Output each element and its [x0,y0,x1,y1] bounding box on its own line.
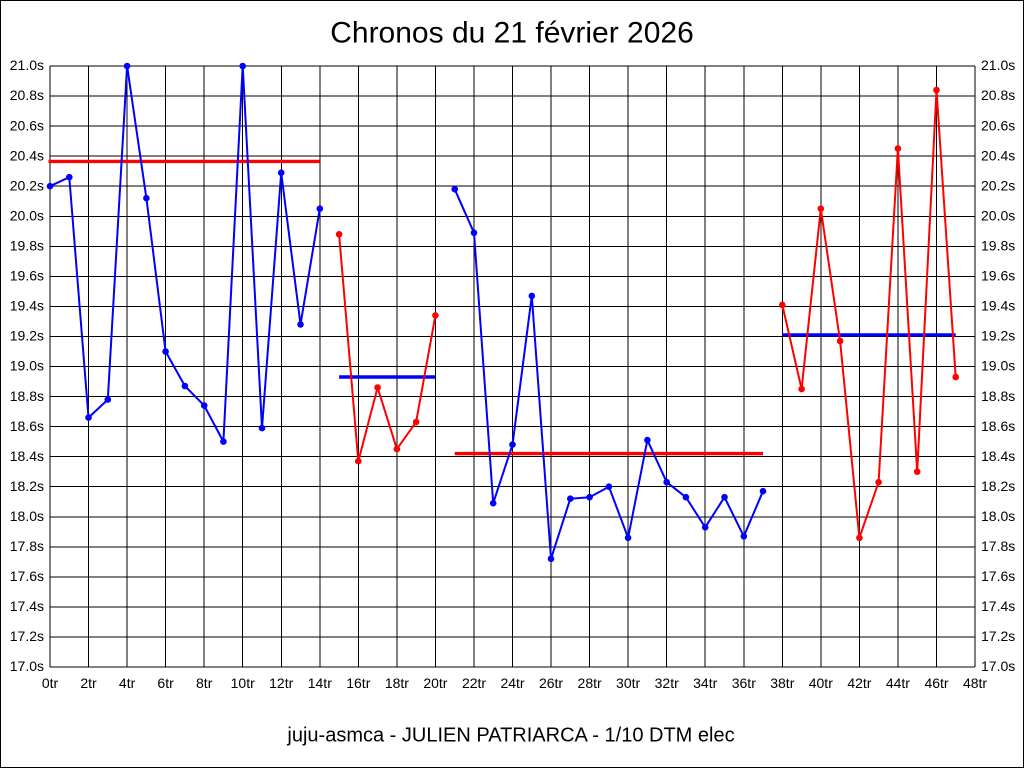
svg-text:36tr: 36tr [732,675,756,691]
svg-text:22tr: 22tr [462,675,486,691]
svg-text:20.2s: 20.2s [981,177,1015,193]
svg-text:34tr: 34tr [693,675,717,691]
svg-text:19.4s: 19.4s [10,298,44,314]
svg-text:20.6s: 20.6s [981,117,1015,133]
svg-text:32tr: 32tr [655,675,679,691]
svg-text:18.0s: 18.0s [10,508,44,524]
svg-text:18tr: 18tr [385,675,409,691]
svg-text:19.6s: 19.6s [10,268,44,284]
svg-text:40tr: 40tr [809,675,833,691]
svg-text:17.0s: 17.0s [10,658,44,674]
svg-text:30tr: 30tr [616,675,640,691]
svg-text:16tr: 16tr [346,675,370,691]
svg-text:19.8s: 19.8s [10,238,44,254]
svg-text:18.2s: 18.2s [10,478,44,494]
svg-text:17.8s: 17.8s [981,538,1015,554]
svg-text:48tr: 48tr [963,675,987,691]
svg-text:17.8s: 17.8s [10,538,44,554]
svg-text:20.8s: 20.8s [10,87,44,103]
svg-text:6tr: 6tr [157,675,174,691]
svg-text:18.0s: 18.0s [981,508,1015,524]
svg-text:8tr: 8tr [196,675,213,691]
svg-text:21.0s: 21.0s [981,57,1015,73]
svg-text:17.4s: 17.4s [981,598,1015,614]
svg-text:42tr: 42tr [847,675,871,691]
svg-text:18.8s: 18.8s [10,388,44,404]
svg-text:14tr: 14tr [308,675,332,691]
svg-text:2tr: 2tr [80,675,97,691]
svg-text:17.4s: 17.4s [10,598,44,614]
svg-text:20.0s: 20.0s [10,208,44,224]
svg-text:28tr: 28tr [578,675,602,691]
svg-text:19.8s: 19.8s [981,238,1015,254]
svg-text:17.2s: 17.2s [10,628,44,644]
svg-text:18.4s: 18.4s [10,448,44,464]
svg-text:19.6s: 19.6s [981,268,1015,284]
svg-text:20.2s: 20.2s [10,177,44,193]
svg-text:0tr: 0tr [42,675,59,691]
svg-text:20.6s: 20.6s [10,117,44,133]
svg-text:19.0s: 19.0s [10,358,44,374]
svg-text:20tr: 20tr [423,675,447,691]
svg-text:17.6s: 17.6s [981,568,1015,584]
svg-text:19.4s: 19.4s [981,298,1015,314]
svg-text:26tr: 26tr [539,675,563,691]
svg-text:4tr: 4tr [119,675,136,691]
svg-text:18.8s: 18.8s [981,388,1015,404]
svg-text:21.0s: 21.0s [10,57,44,73]
svg-text:20.4s: 20.4s [10,147,44,163]
svg-text:20.4s: 20.4s [981,147,1015,163]
svg-text:19.0s: 19.0s [981,358,1015,374]
svg-text:46tr: 46tr [924,675,948,691]
svg-text:24tr: 24tr [500,675,524,691]
svg-text:20.8s: 20.8s [981,87,1015,103]
svg-text:19.2s: 19.2s [981,328,1015,344]
svg-text:17.6s: 17.6s [10,568,44,584]
svg-text:juju-asmca - JULIEN PATRIARCA: juju-asmca - JULIEN PATRIARCA - 1/10 DTM… [286,725,734,747]
svg-text:10tr: 10tr [231,675,255,691]
svg-text:12tr: 12tr [269,675,293,691]
svg-text:19.2s: 19.2s [10,328,44,344]
svg-text:20.0s: 20.0s [981,208,1015,224]
svg-text:18.6s: 18.6s [10,418,44,434]
svg-text:17.0s: 17.0s [981,658,1015,674]
svg-text:38tr: 38tr [770,675,794,691]
svg-text:18.4s: 18.4s [981,448,1015,464]
svg-text:44tr: 44tr [886,675,910,691]
svg-text:18.2s: 18.2s [981,478,1015,494]
svg-text:17.2s: 17.2s [981,628,1015,644]
svg-text:18.6s: 18.6s [981,418,1015,434]
svg-text:Chronos du 21 février 2026: Chronos du 21 février 2026 [330,17,694,50]
